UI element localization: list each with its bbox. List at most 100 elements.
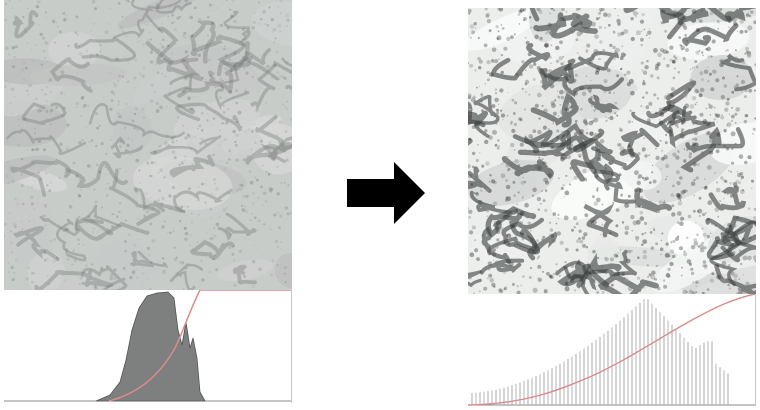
texture-speckle	[730, 271, 735, 276]
texture-speckle	[474, 172, 479, 177]
texture-ridge	[555, 260, 597, 291]
texture-speckle	[90, 167, 93, 169]
texture-speckle	[694, 60, 698, 63]
texture-speckle	[158, 144, 162, 148]
texture-speckle	[63, 18, 67, 22]
texture-speckle	[73, 200, 75, 203]
texture-speckle	[18, 0, 21, 2]
texture-speckle	[681, 266, 683, 269]
texture-speckle	[669, 58, 673, 62]
texture-speckle	[236, 120, 239, 124]
texture-speckle	[507, 167, 511, 171]
texture-speckle	[563, 68, 567, 71]
texture-speckle	[491, 104, 496, 108]
texture-speckle	[42, 148, 46, 152]
texture-speckle	[472, 174, 475, 177]
texture-speckle	[495, 229, 501, 234]
texture-speckle	[256, 109, 260, 113]
texture-speckle	[280, 241, 283, 244]
texture-speckle	[734, 121, 737, 124]
texture-speckle	[497, 139, 500, 142]
texture-speckle	[616, 19, 622, 24]
texture-speckle	[700, 41, 703, 44]
texture-speckle	[670, 241, 673, 244]
texture-speckle	[648, 181, 652, 185]
texture-speckle	[213, 227, 215, 229]
texture-speckle	[698, 214, 702, 218]
texture-speckle	[709, 138, 714, 143]
texture-speckle	[600, 264, 604, 269]
texture-speckle	[230, 69, 233, 72]
texture-speckle	[484, 8, 488, 11]
texture-speckle	[677, 17, 679, 20]
texture-speckle	[716, 113, 721, 118]
texture-speckle	[112, 82, 116, 85]
texture-speckle	[613, 253, 618, 258]
texture-speckle	[37, 1, 40, 4]
texture-speckle	[503, 270, 507, 274]
texture-speckle	[66, 123, 70, 127]
texture-speckle	[160, 202, 164, 206]
texture-speckle	[601, 8, 605, 12]
texture-speckle	[664, 253, 670, 258]
texture-speckle	[517, 191, 520, 194]
texture-speckle	[171, 21, 174, 25]
texture-speckle	[107, 182, 110, 185]
texture-speckle	[11, 112, 13, 115]
texture-speckle	[93, 188, 96, 191]
texture-speckle	[4, 235, 6, 237]
texture-speckle	[133, 187, 138, 191]
texture-speckle	[197, 241, 199, 243]
texture-speckle	[14, 15, 16, 17]
texture-speckle	[576, 8, 581, 11]
texture-speckle	[86, 264, 88, 266]
texture-speckle	[582, 168, 587, 174]
texture-speckle	[469, 230, 474, 235]
texture-speckle	[59, 142, 63, 146]
texture-speckle	[491, 59, 495, 63]
texture-speckle	[591, 55, 594, 58]
texture-speckle	[157, 199, 160, 202]
texture-speckle	[573, 261, 575, 263]
texture-speckle	[653, 93, 657, 97]
texture-speckle	[23, 27, 27, 31]
texture-speckle	[110, 99, 114, 102]
texture-speckle	[157, 48, 161, 52]
texture-speckle	[171, 185, 176, 190]
texture-speckle	[180, 161, 184, 165]
texture-speckle	[524, 202, 529, 208]
texture-speckle	[742, 59, 745, 62]
texture-speckle	[683, 252, 688, 257]
texture-speckle	[33, 127, 36, 130]
texture-speckle	[587, 87, 592, 92]
texture-speckle	[10, 230, 12, 233]
texture-speckle	[675, 192, 681, 198]
texture-speckle	[22, 15, 25, 19]
texture-speckle	[221, 122, 224, 125]
texture-speckle	[112, 181, 115, 183]
texture-speckle	[701, 227, 704, 230]
texture-speckle	[645, 176, 649, 181]
texture-speckle	[704, 185, 708, 189]
texture-speckle	[671, 212, 676, 217]
texture-speckle	[720, 115, 725, 120]
texture-speckle	[661, 232, 664, 235]
texture-speckle	[637, 152, 641, 156]
texture-speckle	[747, 155, 752, 160]
texture-speckle	[511, 258, 513, 260]
texture-speckle	[706, 234, 710, 239]
texture-speckle	[630, 17, 634, 21]
texture-speckle	[559, 109, 565, 115]
texture-speckle	[744, 160, 748, 165]
texture-speckle	[669, 100, 671, 102]
texture-speckle	[184, 205, 187, 208]
texture-speckle	[669, 45, 674, 50]
texture-speckle	[604, 166, 608, 170]
texture-speckle	[493, 221, 498, 225]
texture-speckle	[581, 91, 587, 96]
texture-speckle	[746, 13, 750, 17]
texture-speckle	[694, 88, 699, 94]
texture-speckle	[468, 163, 471, 169]
texture-speckle	[468, 274, 472, 279]
texture-speckle	[276, 165, 279, 168]
